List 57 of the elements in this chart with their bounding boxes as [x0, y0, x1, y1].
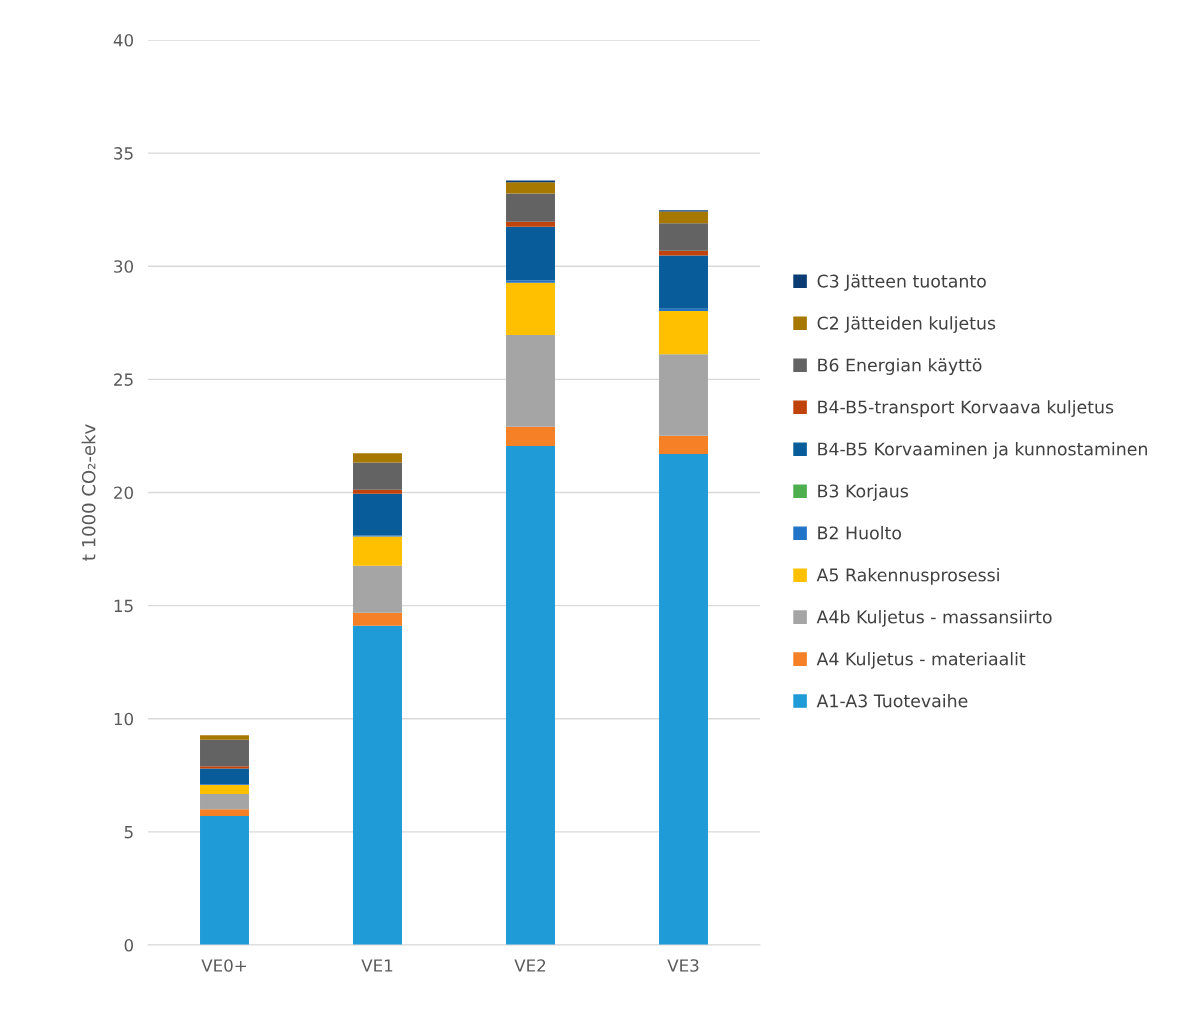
- bar: [659, 311, 708, 355]
- bar: [659, 223, 708, 251]
- bar: [200, 735, 249, 740]
- bar: [659, 435, 708, 455]
- bar: [659, 211, 708, 224]
- bar: [353, 536, 402, 566]
- y-tick-label: 40: [113, 33, 133, 47]
- bar: [506, 226, 555, 281]
- bar: [353, 453, 402, 463]
- legend-label: B2 Huolto: [818, 526, 902, 540]
- y-tick-label: 20: [114, 486, 133, 500]
- bar: [200, 794, 249, 810]
- legend-label: A4b Kuljetus - massansiirto: [816, 610, 1052, 627]
- x-tick-label: VE0+: [201, 959, 246, 972]
- bar: [506, 426, 555, 446]
- bar: [659, 354, 708, 436]
- bar: [659, 250, 708, 256]
- bar: [353, 565, 402, 613]
- y-tick-label: 10: [114, 712, 133, 726]
- bar: [200, 785, 249, 795]
- legend-label: B4-B5-transport Korvaava kuljetus: [818, 400, 1114, 417]
- bar: [200, 816, 249, 945]
- bar: [506, 193, 555, 222]
- bar: [506, 335, 555, 427]
- y-tick-label: 25: [114, 373, 133, 386]
- y-tick-label: 15: [114, 599, 133, 613]
- legend-label: B4-B5 Korvaaminen ja kunnostaminen: [818, 442, 1147, 459]
- bar: [506, 182, 555, 194]
- legend-label: C2 Jätteiden kuljetus: [817, 316, 996, 333]
- y-tick-label: 35: [114, 147, 133, 160]
- bar: [659, 255, 708, 309]
- legend-label: A5 Rakennusprosessi: [816, 568, 999, 585]
- y-tick-label: 30: [114, 260, 133, 273]
- bar: [200, 768, 249, 785]
- bar: [506, 221, 555, 227]
- bar: [353, 493, 402, 536]
- bar: [506, 282, 555, 336]
- bar: [659, 454, 708, 945]
- bar: [353, 625, 402, 945]
- bar: [200, 809, 249, 817]
- y-axis-title: t 1000 CO₂-ekv: [81, 424, 96, 561]
- x-tick-label: VE2: [514, 959, 546, 972]
- y-tick-label: 0: [124, 938, 133, 952]
- bar: [353, 489, 402, 494]
- x-tick-label: VE1: [361, 959, 393, 972]
- legend-label: B3 Korjaus: [818, 484, 908, 501]
- y-tick-label: 5: [124, 826, 133, 839]
- x-tick-label: VE3: [667, 959, 699, 972]
- bar: [353, 462, 402, 490]
- bar: [200, 739, 249, 767]
- bar: [200, 766, 249, 769]
- legend-label: B6 Energian käyttö: [818, 358, 982, 375]
- legend-label: A1-A3 Tuotevaihe: [816, 693, 968, 708]
- bar: [506, 445, 555, 945]
- legend-label: C3 Jätteen tuotanto: [817, 274, 986, 291]
- bar: [353, 612, 402, 626]
- legend-label: A4 Kuljetus - materiaalit: [816, 652, 1026, 669]
